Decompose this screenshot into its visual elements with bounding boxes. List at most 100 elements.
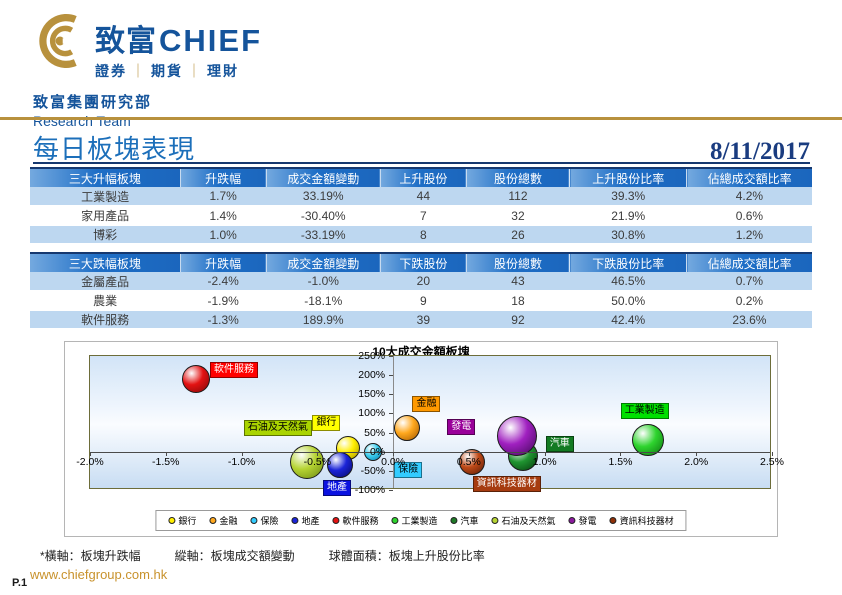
sector-name: 工業製造 <box>30 187 181 207</box>
x-tick-label: 2.5% <box>760 455 784 468</box>
sector-name: 博彩 <box>30 225 181 245</box>
legend-item-industrial-mfg: 工業製造 <box>391 514 438 527</box>
col-header: 佔總成交額比率 <box>686 253 812 272</box>
department-name-cn: 致富集團研究部 <box>33 94 153 111</box>
chief-logo-icon <box>39 14 77 68</box>
x-tick-mark <box>165 451 167 456</box>
bubble-label-it-equipment: 資訊科技器材 <box>472 476 541 493</box>
legend-label-automobiles: 汽車 <box>460 516 479 526</box>
legend-dot-oil-gas <box>491 517 499 524</box>
chart-x-axis-line <box>90 451 770 453</box>
y-tick-label: 250% <box>358 350 386 362</box>
x-tick-mark <box>393 451 395 456</box>
logo-text-block: 致富 CHIEF 證券｜期貨｜理財 <box>95 12 262 81</box>
bubble-oil-gas <box>289 445 324 480</box>
legend-dot-finance <box>209 517 217 524</box>
legend-item-software-services: 軟件服務 <box>332 514 379 527</box>
footnote-x-axis: *橫軸：板塊升跌幅 <box>40 549 141 563</box>
table-row: 金屬產品 -2.4% -1.0% 20 43 46.5% 0.7% <box>30 272 812 292</box>
x-tick-mark <box>90 451 91 456</box>
sector-name: 金屬產品 <box>30 272 181 292</box>
cell: 8 <box>380 225 467 245</box>
cell: -30.40% <box>266 206 381 226</box>
cell: 43 <box>466 272 570 292</box>
table-header-row: 三大跌幅板塊 升跌幅 成交金額變動 下跌股份 股份總數 下跌股份比率 佔總成交額… <box>30 253 812 272</box>
legend-label-finance: 金融 <box>219 516 238 526</box>
y-tick-mark <box>389 394 394 396</box>
x-tick-label: 1.0% <box>532 455 557 468</box>
cell: 4.2% <box>686 187 812 207</box>
col-header: 三大跌幅板塊 <box>30 253 181 272</box>
service-futures: 期貨 <box>151 63 183 79</box>
cell: 39 <box>380 310 467 330</box>
legend-label-property: 地產 <box>301 516 320 526</box>
col-header: 三大升幅板塊 <box>30 168 181 187</box>
legend-item-oil-gas: 石油及天然氣 <box>491 514 556 527</box>
cell: 7 <box>380 206 467 226</box>
table-row: 家用產品 1.4% -30.40% 7 32 21.9% 0.6% <box>30 206 812 226</box>
cell: 50.0% <box>569 291 687 311</box>
bubble-chart: 10大成交金額板塊 250% 200% 150% 100% 50% 0% -50% -100%… <box>64 341 784 537</box>
service-separator: ｜ <box>187 63 203 79</box>
brand-name-en: CHIEF <box>159 23 262 58</box>
cell: -1.3% <box>180 310 267 330</box>
cell: 39.3% <box>569 187 687 207</box>
legend-label-it-equipment: 資訊科技器材 <box>619 516 674 526</box>
cell: 32 <box>466 206 570 226</box>
cell: 44 <box>380 187 467 207</box>
cell: 33.19% <box>266 187 381 207</box>
y-tick-label: 50% <box>364 426 386 439</box>
x-tick-label: -0.5% <box>303 455 332 468</box>
table-row: 工業製造 1.7% 33.19% 44 112 39.3% 4.2% <box>30 187 812 207</box>
y-tick-mark <box>389 375 394 377</box>
col-header: 股份總數 <box>465 168 570 187</box>
footnote-y-axis: 縱軸：板塊成交額變動 <box>174 549 295 563</box>
website-link[interactable]: www.chiefgroup.com.hk <box>30 567 168 582</box>
header: 致富 CHIEF 證券｜期貨｜理財 致富集團研究部 Research Team <box>33 12 262 129</box>
legend-item-property: 地產 <box>291 514 319 527</box>
chart-legend: 銀行 金融 保險 地產 軟件服務 工業製造 汽車 石油及天然氣 發電 資訊科技器材 <box>155 510 687 531</box>
bubble-label-banks: 銀行 <box>312 415 341 431</box>
table-row: 農業 -1.9% -18.1% 9 18 50.0% 0.2% <box>30 291 812 311</box>
legend-item-insurance: 保險 <box>250 514 278 527</box>
x-tick-label: 1.5% <box>608 455 633 468</box>
department-name-en: Research Team <box>33 113 131 129</box>
service-wealth: 理財 <box>207 63 239 79</box>
chart-plot-area: 250% 200% 150% 100% 50% 0% -50% -100% -2.0% -1.5%… <box>76 350 784 497</box>
cell: 189.9% <box>266 310 381 330</box>
bubble-label-oil-gas: 石油及天然氣 <box>243 419 312 436</box>
cell: -1.9% <box>180 291 267 311</box>
y-tick-mark <box>389 356 394 357</box>
x-tick-label: -1.0% <box>227 455 256 468</box>
cell: 30.8% <box>569 225 687 245</box>
y-tick-label: -50% <box>360 464 386 477</box>
legend-item-finance: 金融 <box>209 514 237 527</box>
legend-item-automobiles: 汽車 <box>450 514 479 527</box>
legend-label-banks: 銀行 <box>178 516 197 526</box>
bubble-label-industrial-mfg: 工業製造 <box>620 402 669 419</box>
col-header: 升跌幅 <box>179 168 267 187</box>
col-header: 上升股份 <box>379 168 467 187</box>
cell: 9 <box>380 291 467 311</box>
legend-dot-insurance <box>250 517 258 524</box>
legend-label-insurance: 保險 <box>260 516 279 526</box>
y-tick-label: 200% <box>358 369 386 382</box>
sector-name: 農業 <box>30 291 181 311</box>
y-tick-label: -100% <box>354 484 386 496</box>
cell: 46.5% <box>569 272 687 292</box>
cell: 42.4% <box>569 310 687 330</box>
legend-label-software-services: 軟件服務 <box>342 516 379 526</box>
table-row: 博彩 1.0% -33.19% 8 26 30.8% 1.2% <box>30 225 812 245</box>
cell: 21.9% <box>569 206 687 226</box>
bubble-label-finance: 金融 <box>412 395 441 412</box>
legend-dot-property <box>291 517 299 524</box>
page-number: P.1 <box>12 577 28 589</box>
report-date: 8/11/2017 <box>709 138 810 165</box>
legend-item-power: 發電 <box>568 514 597 527</box>
cell: 0.2% <box>686 291 812 311</box>
legend-item-banks: 銀行 <box>168 514 196 527</box>
brand-services: 證券｜期貨｜理財 <box>95 61 262 81</box>
x-tick-mark <box>468 451 470 456</box>
brand-name-cn: 致富 <box>95 25 157 58</box>
